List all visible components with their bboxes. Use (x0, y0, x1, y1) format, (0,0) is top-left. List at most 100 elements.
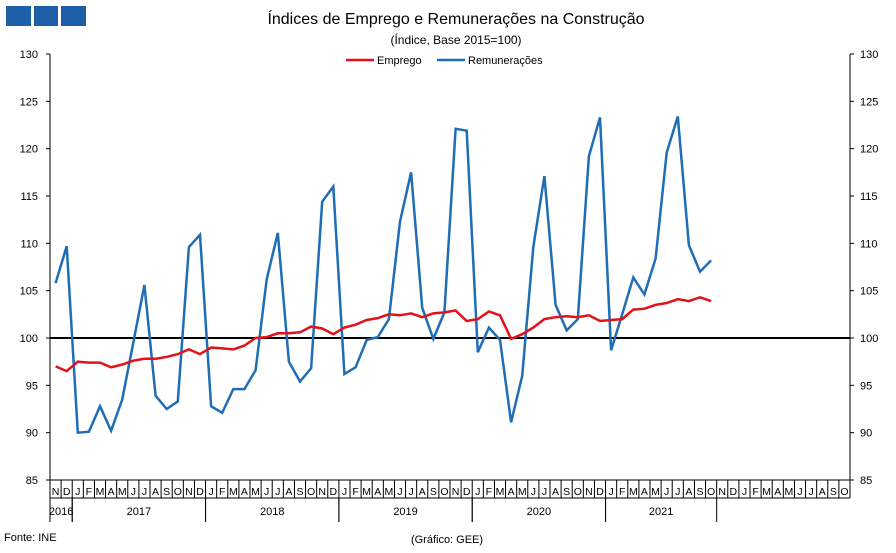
x-month-label: A (241, 486, 248, 498)
y-tick-label-right: 95 (860, 380, 872, 392)
x-month-label: M (385, 486, 394, 498)
credit-note: (Gráfico: GEE) (411, 534, 483, 546)
x-year-label: 2019 (393, 506, 417, 518)
legend: Emprego Remunerações (346, 55, 543, 67)
ine-logo (6, 6, 87, 26)
x-month-label: A (152, 486, 159, 498)
x-month-label: M (762, 486, 771, 498)
x-month-label: D (63, 486, 71, 498)
y-tick-label-left: 90 (26, 428, 38, 440)
x-month-label: F (619, 486, 625, 498)
x-month-label: A (774, 486, 781, 498)
x-month-label: J (264, 486, 269, 498)
axes: 85 85 90 90 95 95 100 100 105 105 110 110 115 115 120 1… (20, 49, 879, 487)
y-tick-label-left: 125 (20, 96, 38, 108)
chart-title: Índices de Emprego e Remunerações na Con… (267, 9, 644, 28)
x-month-label: F (352, 486, 358, 498)
x-month-label: O (707, 486, 715, 498)
y-tick-label-left: 120 (20, 144, 38, 156)
x-month-label: S (830, 486, 837, 498)
x-month-label: O (307, 486, 315, 498)
x-month-label: J (275, 486, 280, 498)
y-tick-label-right: 100 (860, 333, 878, 345)
x-month-label: A (419, 486, 426, 498)
x-month-label: D (196, 486, 204, 498)
source-note: Fonte: INE (4, 532, 57, 544)
x-month-label: J (131, 486, 136, 498)
x-month-label: J (531, 486, 536, 498)
logo-block-3 (61, 6, 87, 26)
chart-subtitle: (Índice, Base 2015=100) (390, 32, 521, 47)
series-line-emprego (55, 295, 712, 373)
y-tick-label-left: 115 (20, 191, 38, 203)
x-month-label: D (463, 486, 471, 498)
x-month-label: A (374, 486, 381, 498)
x-month-label: F (219, 486, 225, 498)
x-month-label: N (452, 486, 460, 498)
x-month-label: N (585, 486, 593, 498)
y-tick-label-left: 85 (26, 475, 38, 487)
x-month-label: J (397, 486, 402, 498)
y-tick-label-right: 110 (860, 238, 878, 250)
x-month-label: J (408, 486, 413, 498)
x-month-label: A (285, 486, 292, 498)
x-month-label: F (86, 486, 92, 498)
x-month-label: J (797, 486, 802, 498)
y-tick-label-right: 85 (860, 475, 872, 487)
x-month-label: M (496, 486, 505, 498)
x-year-label: 2021 (649, 506, 673, 518)
y-tick-label-left: 110 (20, 238, 38, 250)
x-month-label: J (808, 486, 813, 498)
x-month-label: J (675, 486, 680, 498)
y-tick-label-left: 105 (20, 286, 38, 298)
x-month-label: N (52, 486, 60, 498)
y-tick-label-left: 95 (26, 380, 38, 392)
x-month-label: A (641, 486, 648, 498)
x-month-label: J (142, 486, 147, 498)
x-month-label: M (96, 486, 105, 498)
x-month-label: O (574, 486, 582, 498)
x-month-label: S (696, 486, 703, 498)
y-tick-label-right: 120 (860, 144, 878, 156)
x-month-label: J (608, 486, 613, 498)
x-month-label: J (542, 486, 547, 498)
x-month-label: A (685, 486, 692, 498)
x-month-label: D (730, 486, 738, 498)
x-month-label: M (651, 486, 660, 498)
x-month-label: M (362, 486, 371, 498)
x-month-label: D (330, 486, 338, 498)
x-month-label: O (440, 486, 448, 498)
plot-area (50, 116, 850, 435)
logo-block-1 (6, 6, 31, 26)
x-month-label: M (518, 486, 527, 498)
y-tick-label-right: 125 (860, 96, 878, 108)
x-month-label: A (108, 486, 115, 498)
x-month-label: M (785, 486, 794, 498)
x-month-label: J (742, 486, 747, 498)
x-month-label: S (563, 486, 570, 498)
logo-block-2 (33, 6, 59, 26)
x-month-label: J (75, 486, 80, 498)
x-month-label: S (163, 486, 170, 498)
x-month-label: S (296, 486, 303, 498)
y-tick-label-right: 105 (860, 286, 878, 298)
x-month-label: J (664, 486, 669, 498)
x-month-label: M (629, 486, 638, 498)
legend-label-emprego: Emprego (377, 55, 422, 67)
x-month-label: O (174, 486, 182, 498)
y-tick-label-right: 90 (860, 428, 872, 440)
x-month-label: D (596, 486, 604, 498)
series-line-remuneracoes (54, 116, 712, 435)
y-tick-label-right: 130 (860, 49, 878, 61)
x-month-label: M (118, 486, 127, 498)
y-tick-label-left: 130 (20, 49, 38, 61)
x-month-label: N (185, 486, 193, 498)
x-month-label: A (508, 486, 515, 498)
x-month-label: N (718, 486, 726, 498)
x-year-label: 2018 (260, 506, 284, 518)
x-month-label: A (552, 486, 559, 498)
x-month-label: N (318, 486, 326, 498)
x-month-label: A (819, 486, 826, 498)
